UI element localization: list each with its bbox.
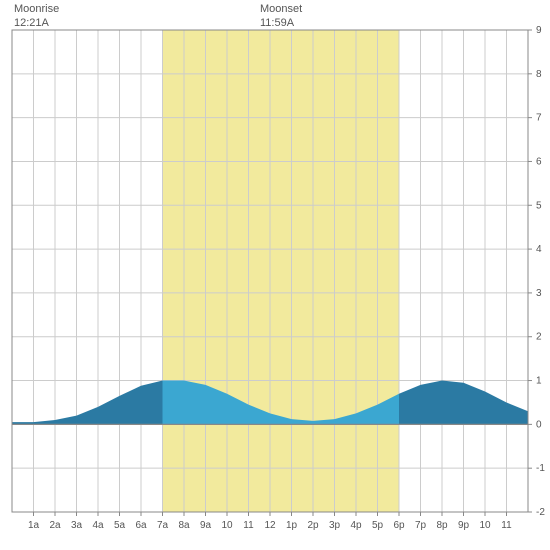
moonset-time: 11:59A (260, 17, 294, 29)
x-tick-label: 8p (436, 520, 448, 531)
x-tick-label: 8a (178, 520, 190, 531)
y-tick-label: 2 (536, 332, 542, 343)
moonset-title: Moonset (260, 3, 302, 15)
x-tick-label: 10 (221, 520, 233, 531)
daylight-band (163, 30, 400, 512)
y-tick-label: 7 (536, 113, 542, 124)
x-tick-label: 11 (243, 520, 254, 531)
x-tick-label: 4p (350, 520, 362, 531)
x-tick-label: 1p (286, 520, 298, 531)
tide-chart: Moonrise 12:21A Moonset 11:59A 1a2a3a4a5… (0, 0, 550, 550)
x-tick-label: 5p (372, 520, 384, 531)
chart-svg: 1a2a3a4a5a6a7a8a9a1011121p2p3p4p5p6p7p8p… (0, 0, 550, 550)
x-tick-label: 9p (458, 520, 470, 531)
x-tick-label: 3a (71, 520, 83, 531)
y-tick-label: 8 (536, 69, 542, 80)
y-tick-label: 3 (536, 288, 542, 299)
y-tick-label: 6 (536, 156, 542, 167)
x-tick-label: 4a (92, 520, 104, 531)
y-tick-label: 0 (536, 419, 542, 430)
x-tick-label: 12 (264, 520, 276, 531)
y-tick-label: -2 (536, 507, 545, 518)
y-tick-label: 4 (536, 244, 542, 255)
x-tick-label: 11 (501, 520, 512, 531)
x-tick-label: 2a (49, 520, 61, 531)
moonrise-time: 12:21A (14, 17, 49, 29)
moonrise-label: Moonrise 12:21A (14, 2, 59, 31)
x-tick-label: 1a (28, 520, 40, 531)
x-tick-label: 6p (393, 520, 405, 531)
x-tick-label: 5a (114, 520, 126, 531)
y-tick-label: 1 (536, 376, 542, 387)
x-tick-label: 3p (329, 520, 341, 531)
moonrise-title: Moonrise (14, 3, 59, 15)
x-tick-label: 2p (307, 520, 319, 531)
x-tick-label: 6a (135, 520, 147, 531)
x-tick-label: 10 (479, 520, 491, 531)
y-tick-label: 5 (536, 200, 542, 211)
y-tick-label: 9 (536, 25, 542, 36)
x-tick-label: 7a (157, 520, 169, 531)
y-tick-label: -1 (536, 463, 545, 474)
moonset-label: Moonset 11:59A (260, 2, 302, 31)
x-tick-label: 9a (200, 520, 212, 531)
x-tick-label: 7p (415, 520, 427, 531)
